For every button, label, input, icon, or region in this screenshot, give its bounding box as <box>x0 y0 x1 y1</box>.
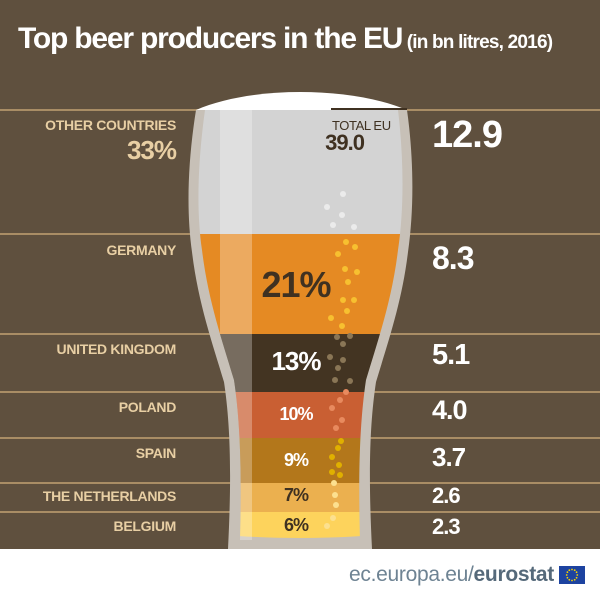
label-germany: GERMANY <box>106 242 177 258</box>
footer: ec.europa.eu/eurostat <box>0 549 600 601</box>
total-eu-label: TOTAL EU <box>332 118 391 133</box>
label-other-countries: OTHER COUNTRIES <box>45 117 176 133</box>
value-the-netherlands: 2.6 <box>432 483 461 508</box>
share-united-kingdom: 13% <box>271 346 321 376</box>
label-spain: SPAIN <box>135 445 177 461</box>
share-spain: 9% <box>283 450 309 470</box>
chart-title: Top beer producers in the EU (in bn litr… <box>18 22 553 56</box>
url-prefix: ec.europa.eu/ <box>349 563 474 586</box>
share-poland: 10% <box>279 404 313 424</box>
label-poland: POLAND <box>118 399 177 415</box>
eu-flag-icon <box>559 566 585 584</box>
label-united-kingdom: UNITED KINGDOM <box>56 341 177 357</box>
title-main: Top beer producers in the EU <box>18 22 403 55</box>
share-belgium: 6% <box>283 515 309 535</box>
label-the-netherlands: THE NETHERLANDS <box>42 488 176 504</box>
share-other-countries: 33% <box>126 135 177 165</box>
value-other-countries: 12.9 <box>432 114 503 156</box>
share-the-netherlands: 7% <box>283 485 309 505</box>
total-marker-line <box>331 108 407 110</box>
value-spain: 3.7 <box>432 442 466 472</box>
value-belgium: 2.3 <box>432 514 461 539</box>
value-germany: 8.3 <box>432 240 474 276</box>
beer-glass-icon <box>188 92 413 549</box>
title-subtitle: (in bn litres, 2016) <box>406 32 553 53</box>
value-poland: 4.0 <box>432 395 468 425</box>
share-germany: 21% <box>261 264 331 305</box>
total-eu-value: 39.0 <box>325 130 365 155</box>
value-united-kingdom: 5.1 <box>432 339 470 371</box>
url-brand: eurostat <box>473 563 555 586</box>
label-belgium: BELGIUM <box>113 518 177 534</box>
eurostat-link[interactable]: ec.europa.eu/eurostat <box>349 563 554 587</box>
